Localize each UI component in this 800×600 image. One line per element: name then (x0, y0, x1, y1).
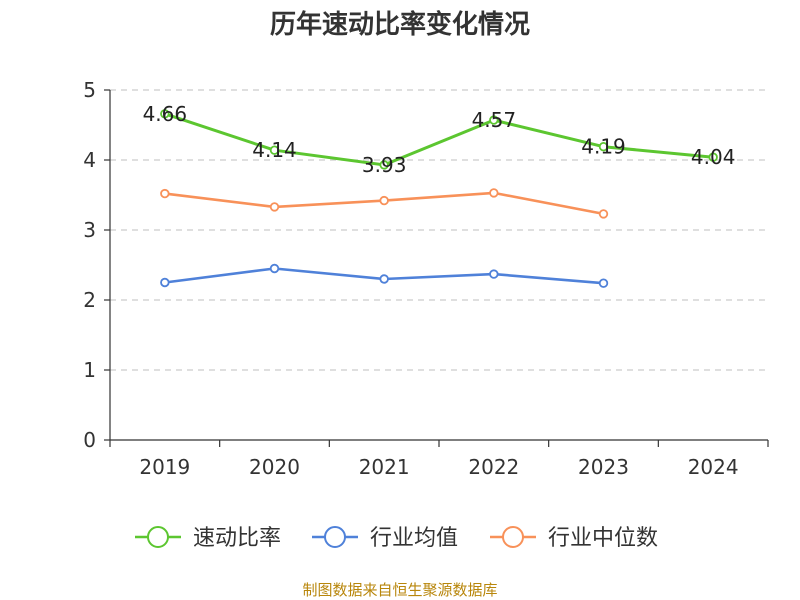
legend-item: 行业中位数 (490, 526, 658, 551)
data-point (489, 188, 499, 198)
legend-label: 行业中位数 (548, 526, 658, 551)
legend-item: 行业均值 (312, 526, 458, 551)
data-point (269, 145, 280, 155)
data-point (379, 160, 389, 170)
legend-label: 速动比率 (193, 526, 281, 551)
y-tick-labels: 0 1 2 3 4 5 (83, 78, 96, 452)
legend-marker (147, 526, 169, 548)
y-tick-label: 1 (83, 358, 96, 382)
data-point (598, 278, 609, 288)
x-tick-label: 2023 (578, 455, 629, 479)
data-labels: 4.66 4.14 3.93 4.57 4.19 4.04 (143, 102, 736, 177)
x-tick-label: 2021 (359, 455, 410, 479)
data-point (379, 274, 389, 284)
data-point (489, 115, 499, 125)
data-label: 4.19 (581, 135, 626, 159)
legend-marker (502, 526, 524, 548)
legend-label: 行业均值 (370, 526, 458, 551)
data-point (708, 152, 718, 162)
x-tick-label: 2020 (249, 455, 300, 479)
x-tick-labels: 2019 2020 2021 2022 2023 2024 (139, 455, 738, 479)
data-point (379, 195, 389, 206)
data-label: 4.57 (472, 108, 517, 132)
x-tick-label: 2019 (139, 455, 190, 479)
y-tick-label: 0 (83, 428, 96, 452)
legend-item: 速动比率 (135, 526, 281, 551)
data-points (160, 109, 718, 288)
data-point (160, 277, 170, 288)
data-label: 4.14 (252, 138, 297, 162)
data-point (598, 209, 609, 219)
axes (104, 89, 769, 447)
data-point (160, 109, 170, 119)
source-note: 制图数据来自恒生聚源数据库 (302, 581, 497, 599)
data-label: 4.04 (691, 145, 736, 169)
chart-title: 历年速动比率变化情况 (270, 9, 530, 40)
grid-lines (110, 89, 768, 371)
x-tick-label: 2024 (688, 455, 739, 479)
legend-marker (324, 526, 346, 548)
series-line-0 (163, 112, 715, 167)
y-tick-label: 5 (83, 78, 96, 102)
data-point (160, 188, 170, 199)
data-label: 3.93 (362, 153, 407, 177)
y-tick-label: 3 (83, 218, 96, 242)
data-point (489, 269, 499, 279)
x-tick-label: 2022 (468, 455, 519, 479)
y-tick-label: 4 (83, 148, 96, 172)
data-point (269, 202, 280, 212)
data-label: 4.66 (143, 102, 188, 126)
legend: 速动比率 行业均值 行业中位数 (135, 526, 658, 551)
y-tick-label: 2 (83, 288, 96, 312)
series-lines (163, 112, 715, 285)
data-point (598, 141, 609, 152)
data-point (269, 263, 280, 274)
